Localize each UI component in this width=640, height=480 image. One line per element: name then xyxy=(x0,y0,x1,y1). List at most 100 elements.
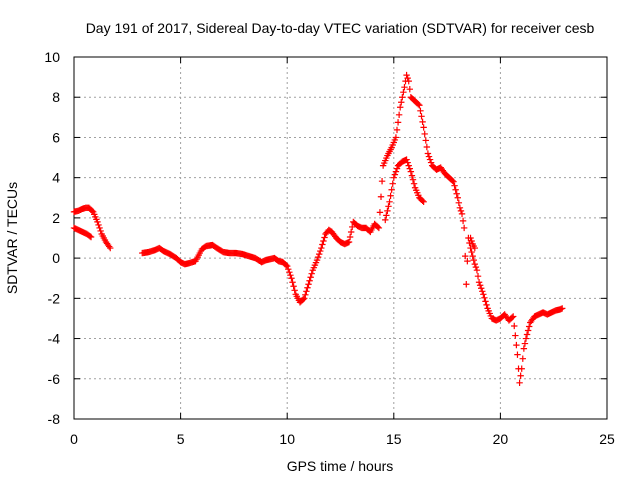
data-point xyxy=(419,197,426,204)
data-point xyxy=(426,156,434,163)
grid-lines xyxy=(74,57,607,419)
data-point xyxy=(384,207,391,215)
x-tick-labels: 0 5 10 15 20 25 xyxy=(70,431,615,447)
data-point xyxy=(470,256,477,264)
data-point xyxy=(479,288,486,295)
x-tick-label: 0 xyxy=(70,431,78,447)
data-point xyxy=(391,171,399,178)
data-point xyxy=(393,165,401,172)
x-tick-label: 5 xyxy=(177,431,185,447)
data-point xyxy=(392,168,400,175)
data-point xyxy=(383,212,390,219)
data-point xyxy=(392,134,400,141)
data-point xyxy=(409,176,417,183)
data-point xyxy=(385,203,392,210)
data-point xyxy=(315,250,323,258)
x-tick-label: 20 xyxy=(493,431,509,447)
data-point xyxy=(519,355,526,362)
data-point xyxy=(374,223,382,231)
data-point xyxy=(475,279,483,286)
data-point xyxy=(285,265,292,273)
data-point xyxy=(449,177,456,184)
data-point xyxy=(559,305,566,312)
data-point xyxy=(376,209,384,216)
data-point xyxy=(455,199,463,207)
data-point xyxy=(403,156,410,163)
data-point xyxy=(514,351,521,358)
data-points xyxy=(70,71,566,386)
data-point xyxy=(319,241,326,248)
data-point xyxy=(451,182,458,189)
data-point xyxy=(407,168,415,175)
data-point xyxy=(469,252,476,260)
data-point xyxy=(388,186,395,193)
data-point xyxy=(314,253,322,261)
data-point xyxy=(511,322,518,330)
data-point xyxy=(405,77,412,85)
data-point xyxy=(313,256,321,264)
data-point xyxy=(395,111,403,119)
data-point xyxy=(406,85,413,93)
data-point xyxy=(416,102,423,109)
data-point xyxy=(284,262,291,270)
data-point xyxy=(406,165,413,172)
data-point xyxy=(523,331,531,338)
data-point xyxy=(87,233,95,241)
data-point xyxy=(301,295,308,302)
x-tick-label: 10 xyxy=(279,431,295,447)
data-point xyxy=(427,159,435,166)
data-point xyxy=(282,261,290,269)
data-point xyxy=(474,273,482,280)
data-point xyxy=(471,260,479,268)
x-tick-label: 15 xyxy=(386,431,402,447)
data-point xyxy=(450,178,457,185)
data-point xyxy=(513,341,520,349)
y-tick-labels: -8 -6 -4 -2 0 2 4 6 8 10 xyxy=(44,49,60,427)
y-tick-label: 8 xyxy=(52,89,60,105)
data-point xyxy=(88,207,96,215)
y-tick-label: -8 xyxy=(48,411,61,427)
data-point xyxy=(375,224,383,232)
data-point xyxy=(522,335,530,342)
data-point xyxy=(478,285,485,292)
data-point xyxy=(286,268,293,276)
data-point xyxy=(302,291,309,299)
data-point xyxy=(418,113,425,120)
data-point xyxy=(303,288,310,295)
axis-ticks xyxy=(73,56,608,420)
data-point xyxy=(458,210,466,218)
data-point xyxy=(382,216,389,224)
data-point xyxy=(378,177,386,185)
data-point xyxy=(287,272,294,279)
data-point xyxy=(405,162,412,169)
y-axis-label: SDTVAR / TECUs xyxy=(4,182,20,294)
data-point xyxy=(399,94,406,101)
data-point xyxy=(288,275,295,282)
data-point xyxy=(307,274,314,281)
data-point xyxy=(304,284,311,291)
y-tick-label: 10 xyxy=(44,49,60,65)
data-point xyxy=(320,237,327,245)
data-point xyxy=(424,150,432,157)
data-point xyxy=(462,252,469,260)
data-point xyxy=(463,281,470,288)
data-point xyxy=(289,279,296,286)
data-point xyxy=(394,119,402,126)
data-point xyxy=(404,159,411,166)
data-point xyxy=(468,237,475,245)
data-point xyxy=(421,130,428,138)
data-point xyxy=(105,243,113,250)
plot-frame xyxy=(73,56,608,420)
data-point xyxy=(457,207,465,215)
data-point xyxy=(525,323,533,330)
y-tick-label: 4 xyxy=(52,170,60,186)
data-point xyxy=(520,345,528,352)
data-point xyxy=(480,291,487,298)
data-point xyxy=(471,244,479,252)
data-point xyxy=(422,137,429,144)
data-point xyxy=(456,204,464,212)
data-point xyxy=(524,327,532,334)
y-tick-label: 6 xyxy=(52,129,60,145)
x-tick-label: 25 xyxy=(599,431,615,447)
